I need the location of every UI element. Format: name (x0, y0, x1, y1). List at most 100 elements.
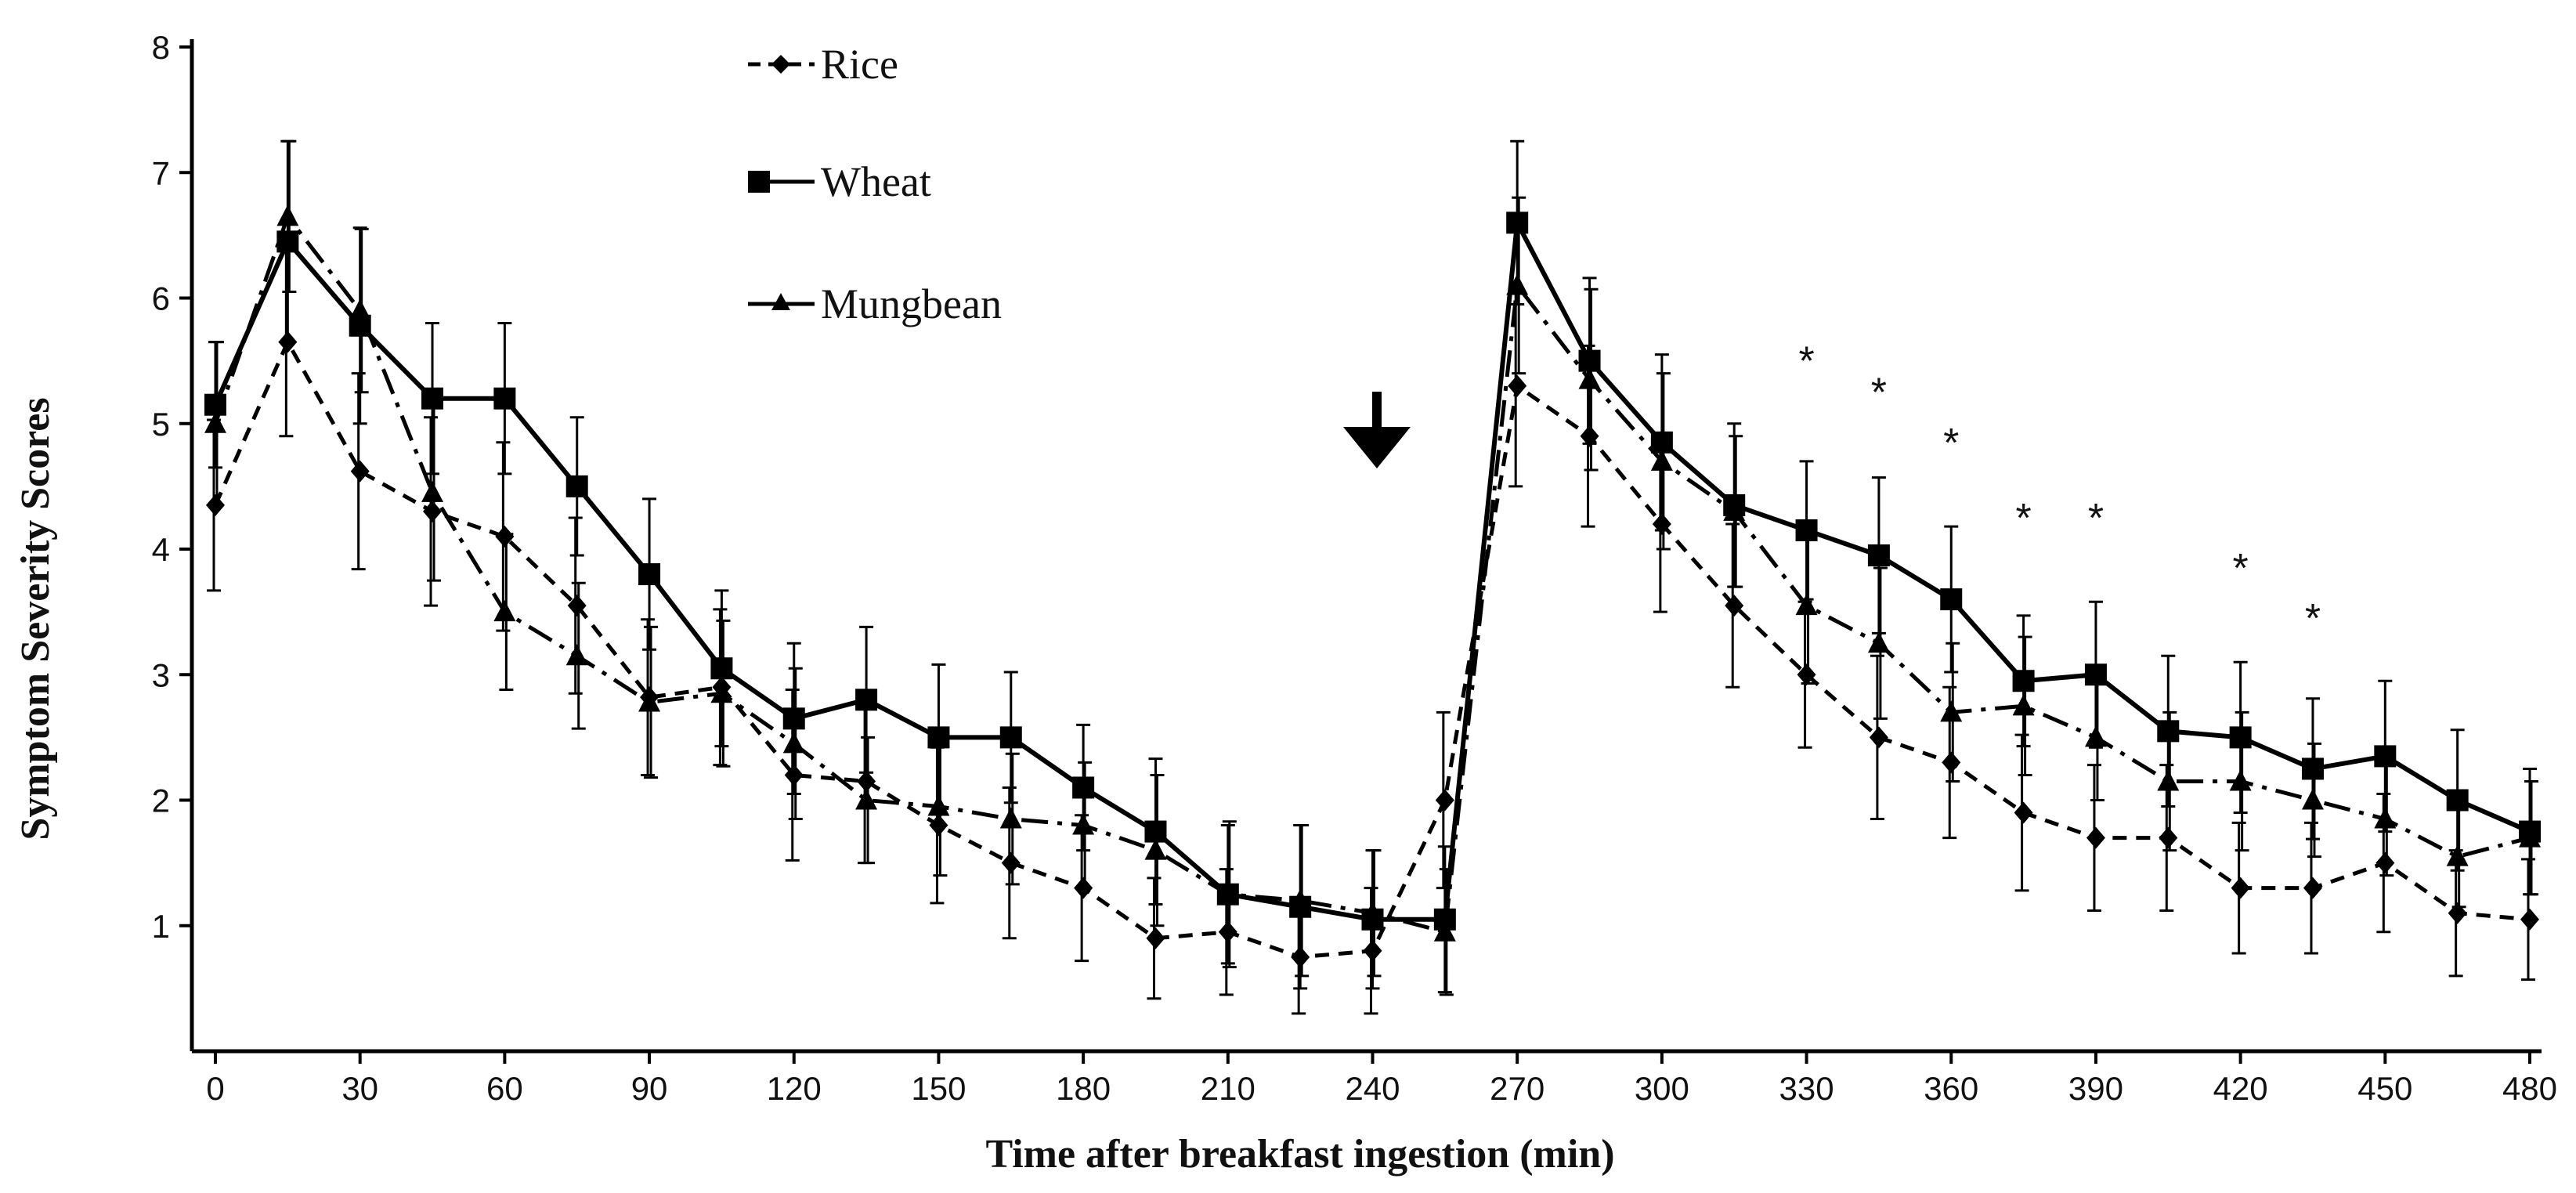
data-point-wheat (638, 563, 661, 586)
data-point-mungbean (1795, 594, 1818, 616)
legend-square-icon (748, 171, 770, 193)
data-point-mungbean (2446, 844, 2469, 866)
x-tick-label: 60 (486, 1070, 523, 1107)
y-tick-label: 6 (152, 280, 170, 317)
y-tick-label: 4 (152, 531, 170, 568)
series-line-mungbean (213, 214, 2531, 935)
legend: Rice Wheat Mungbean (748, 41, 1002, 327)
data-point-wheat (493, 387, 516, 410)
y-tick-label: 8 (152, 29, 170, 66)
x-tick-label: 390 (2068, 1070, 2123, 1107)
y-tick-label: 7 (152, 154, 170, 191)
data-point-wheat (1940, 588, 1963, 611)
x-tick-label: 300 (1635, 1070, 1689, 1107)
data-point-rice (1218, 920, 1237, 943)
data-point-mungbean (2519, 826, 2541, 848)
data-point-mungbean (1361, 901, 1384, 923)
data-point-rice (2303, 877, 2322, 899)
data-point-rice (206, 493, 225, 516)
y-tick-label: 2 (152, 783, 170, 819)
data-point-mungbean (2157, 769, 2180, 791)
data-point-rice (1146, 927, 1165, 949)
data-point-rice (495, 525, 515, 548)
x-tick-label: 210 (1201, 1070, 1255, 1107)
data-point-wheat (2157, 720, 2180, 743)
legend-label-wheat: Wheat (821, 158, 931, 205)
data-point-mungbean (204, 411, 226, 433)
data-point-wheat (1072, 776, 1095, 799)
x-tick-label: 270 (1490, 1070, 1545, 1107)
data-point-wheat (1795, 519, 1818, 541)
data-point-rice (1942, 751, 1961, 774)
data-point-wheat (782, 707, 805, 730)
data-point-rice (1580, 425, 1599, 447)
significance-star: * (1798, 339, 1814, 385)
legend-label-rice: Rice (821, 41, 898, 88)
x-tick-label: 120 (767, 1070, 822, 1107)
series-lines-layer (213, 214, 2531, 960)
data-point-rice (2520, 908, 2539, 931)
x-tick-label: 480 (2502, 1070, 2557, 1107)
significance-star: * (1871, 371, 1887, 416)
data-point-wheat (2229, 726, 2252, 749)
data-point-rice (1001, 851, 1021, 874)
data-point-rice (1797, 663, 1816, 686)
significance-markers-layer: * * * * * * * (1798, 339, 2321, 642)
y-tick-label: 1 (152, 908, 170, 945)
data-point-mungbean (1940, 700, 1963, 722)
data-point-wheat (999, 726, 1022, 749)
y-tick-label: 5 (152, 406, 170, 443)
data-point-rice (857, 770, 876, 793)
x-tick-label: 150 (911, 1070, 966, 1107)
legend-label-mungbean: Mungbean (821, 280, 1002, 327)
data-point-rice (1291, 945, 1310, 968)
x-tick-label: 30 (341, 1070, 378, 1107)
legend-item-mungbean: Mungbean (748, 280, 1002, 327)
data-point-mungbean (2084, 725, 2107, 747)
data-point-mungbean (1650, 449, 1673, 471)
down-arrow-icon (1343, 392, 1411, 468)
tick-labels-layer: 1 2 3 4 5 6 7 8 0 30 60 90 120 150 180 210 240 270 300 330 3… (152, 29, 2557, 1107)
data-point-mungbean (638, 690, 661, 712)
data-point-rice (2159, 826, 2178, 849)
legend-diamond-icon (771, 55, 790, 74)
significance-star: * (2015, 496, 2031, 541)
significance-star: * (2305, 596, 2321, 642)
data-point-mungbean (349, 298, 371, 320)
data-point-rice (2231, 877, 2250, 899)
data-point-wheat (1506, 211, 1529, 234)
x-tick-label: 360 (1924, 1070, 1978, 1107)
data-point-rice (2086, 826, 2105, 849)
data-point-wheat (421, 387, 444, 410)
data-point-rice (1074, 877, 1093, 899)
y-tick-label: 3 (152, 656, 170, 693)
data-point-mungbean (493, 600, 516, 622)
data-point-wheat (2374, 745, 2397, 768)
data-point-rice (1508, 374, 1527, 397)
data-point-mungbean (1433, 920, 1456, 942)
legend-triangle-icon (771, 293, 790, 310)
data-point-mungbean (1072, 813, 1095, 835)
data-point-rice (423, 500, 443, 522)
data-point-wheat (2084, 663, 2107, 686)
significance-star: * (1943, 421, 1959, 466)
data-point-mungbean (2301, 788, 2324, 810)
axes-layer (190, 39, 2542, 1054)
data-point-mungbean (1867, 631, 1890, 653)
data-point-wheat (927, 726, 950, 749)
data-point-mungbean (565, 644, 588, 666)
data-point-mungbean (999, 807, 1022, 829)
x-tick-label: 420 (2213, 1070, 2268, 1107)
x-tick-label: 0 (206, 1070, 224, 1107)
data-point-mungbean (2012, 694, 2035, 716)
x-tick-label: 330 (1779, 1070, 1834, 1107)
data-point-mungbean (927, 794, 950, 816)
data-point-rice (2014, 801, 2033, 824)
data-point-rice (2448, 902, 2467, 924)
data-point-mungbean (2374, 807, 2397, 829)
data-point-rice (784, 764, 804, 786)
data-point-rice (567, 595, 587, 617)
series-line-wheat (213, 220, 2531, 922)
data-point-wheat (855, 689, 878, 711)
